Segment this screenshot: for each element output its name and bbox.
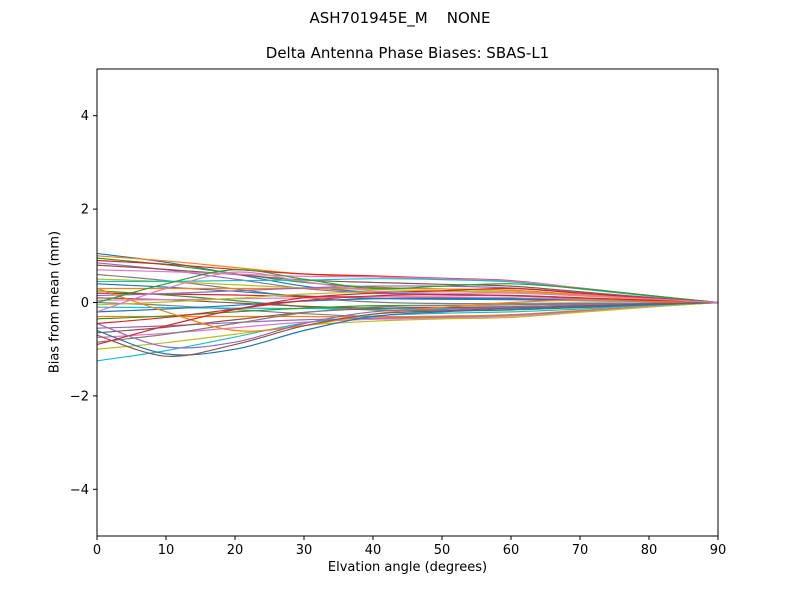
x-tick-label: 0 — [93, 543, 101, 558]
plot-line — [96, 301, 719, 350]
x-tick-label: 60 — [503, 543, 520, 558]
plot-line — [96, 287, 719, 346]
plot-line — [96, 301, 719, 343]
plot-line — [96, 301, 719, 357]
chart-title: Delta Antenna Phase Biases: SBAS-L1 — [265, 44, 550, 62]
x-tick-label: 30 — [296, 543, 313, 558]
x-tick-label: 40 — [365, 543, 382, 558]
y-tick-label: −2 — [70, 389, 89, 404]
plot-lines — [96, 252, 719, 362]
x-tick-label: 10 — [158, 543, 175, 558]
axis-ticks: 0 10 20 30 40 50 60 70 80 90 −4 −2 0 2 4 — [70, 109, 726, 558]
x-tick-label: 80 — [641, 543, 658, 558]
plot-border — [96, 68, 719, 537]
plot-line — [96, 278, 719, 304]
plot-line — [96, 264, 719, 304]
x-tick-label: 90 — [710, 543, 727, 558]
y-tick-label: 4 — [81, 109, 89, 124]
y-tick-label: −4 — [70, 483, 89, 498]
plot-line — [96, 301, 719, 356]
plot-line — [96, 293, 719, 325]
plot-line — [96, 301, 719, 349]
x-tick-label: 20 — [227, 543, 244, 558]
x-tick-label: 70 — [572, 543, 589, 558]
plot-line — [97, 301, 719, 318]
chart-suptitle: ASH701945E_M NONE — [309, 9, 491, 27]
x-tick-label: 50 — [434, 543, 451, 558]
plot-line — [96, 301, 719, 362]
plot-line — [96, 271, 719, 313]
y-tick-label: 0 — [81, 296, 89, 311]
plot-line — [96, 269, 719, 304]
y-tick-label: 2 — [81, 203, 89, 218]
x-axis-label: Elvation angle (degrees) — [327, 560, 488, 575]
